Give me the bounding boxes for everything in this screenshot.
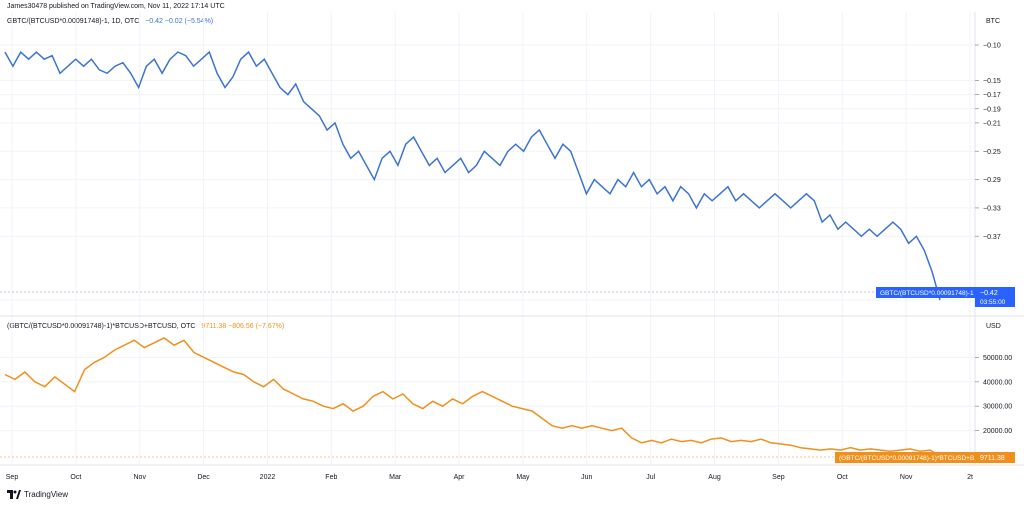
x-tick-label: Feb [325,474,337,481]
x-tick-label: Dec [197,474,210,481]
bottom-price-tag-value: 9711.38 [980,455,1005,462]
top-price-tag-value: −0.42 [980,290,998,297]
x-tick-label: Mar [389,474,402,481]
x-tick-label: Sep [772,474,785,481]
x-tick-label: 2022 [260,474,276,481]
top-price-tag-countdown: 03:55:00 [980,299,1006,306]
bottom-legend-values: 9711.38 −806.56 (−7.67%) [201,323,285,330]
x-tick-label: Oct [837,474,848,481]
y-tick-label: −0.25 [983,149,1001,156]
tradingview-logo-icon [7,490,21,499]
x-tick-label: May [516,474,530,481]
bottom-legend: (GBTC/(BTCUSD*0.00091748)-1)*BTCUSD+BTCU… [7,323,284,330]
top-legend-values: −0.42 −0.02 (−5.54%) [145,18,214,25]
bottom-legend-symbol: (GBTC/(BTCUSD*0.00091748)-1)*BTCUSD+BTCU… [7,323,196,330]
x-tick-label: Jul [646,474,655,481]
top-legend-symbol: GBTC/(BTCUSD*0.00091748)-1, 1D, OTC [7,18,140,25]
x-tick-label: Apr [454,474,466,481]
x-tick-label: Jun [581,474,592,481]
x-tick-label: Sep [6,474,19,481]
y-tick-label: −0.19 [983,106,1001,113]
bottom-currency-label: USD [986,323,1001,330]
tradingview-logo[interactable]: TradingView [7,490,68,499]
tradingview-logo-text: TradingView [24,490,69,499]
y-tick-label: 50000.00 [983,355,1012,362]
bottom-price-tag-label: (GBTC/(BTCUSD*0.00091748)-1)*BTCUSD+B... [839,455,980,462]
y-tick-label: 40000.00 [983,379,1012,386]
top-price-tag-label: GBTC/(BTCUSD*0.00091748)-1 [880,290,974,297]
bottom-series-line [4,337,941,457]
top-currency-label: BTC [986,18,1000,25]
y-tick-label: −0.17 [983,92,1001,99]
x-tick-label: Oct [70,474,81,481]
y-tick-label: 30000.00 [983,404,1012,411]
x-tick-label: Aug [708,474,721,481]
y-tick-label: 20000.00 [983,428,1012,435]
x-tick-label: 2t [967,474,973,481]
top-price-tag-label-bg [876,287,975,298]
y-tick-label: −0.37 [983,234,1001,241]
y-tick-label: −0.21 [983,120,1001,127]
x-tick-label: Nov [900,474,913,481]
top-series-line [4,50,941,301]
y-tick-label: −0.15 [983,78,1001,85]
bottom-price-tag-label-bg [835,452,975,463]
top-legend: GBTC/(BTCUSD*0.00091748)-1, 1D, OTC −0.4… [7,18,213,25]
x-tick-label: Nov [134,474,147,481]
top-price-tag-value-bg [975,287,1015,307]
published-header: James30478 published on TradingView.com,… [7,3,225,10]
bottom-price-tag-value-bg [975,452,1015,463]
y-tick-label: −0.33 [983,205,1001,212]
y-tick-label: −0.29 [983,177,1001,184]
y-tick-label: −0.10 [983,43,1001,50]
